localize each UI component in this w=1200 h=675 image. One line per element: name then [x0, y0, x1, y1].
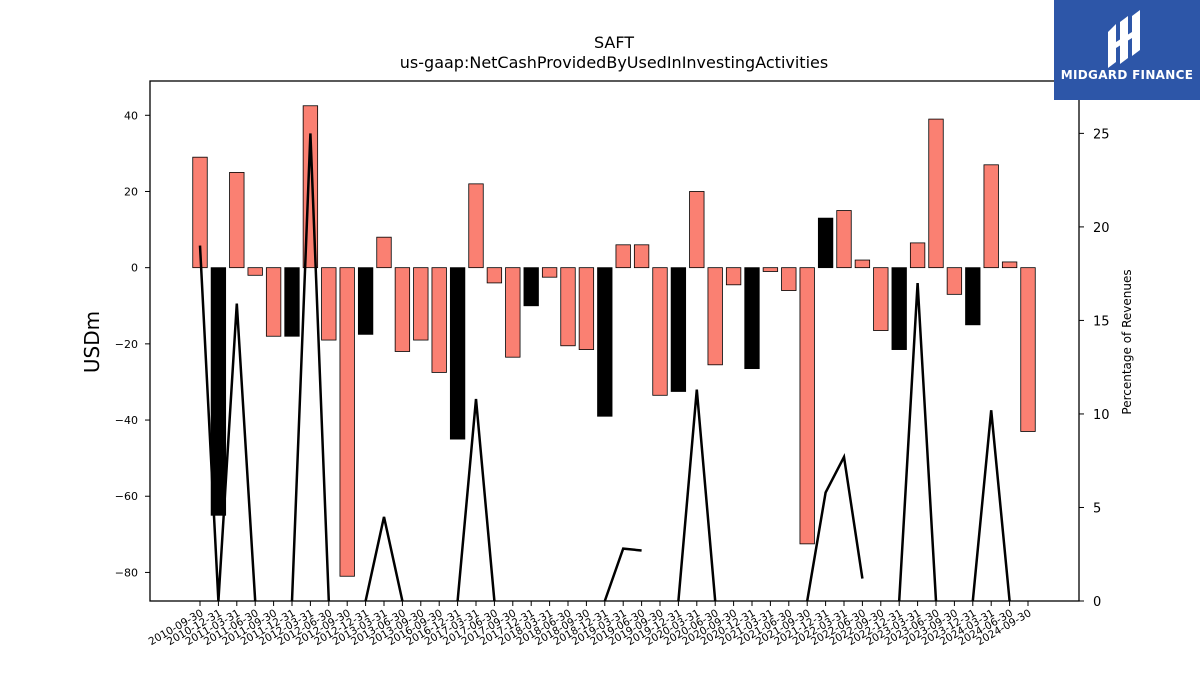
bar-2019-09-30	[652, 267, 668, 396]
y-tick-label: −60	[115, 490, 138, 503]
bar-2019-12-31	[670, 267, 687, 392]
bar-2024-06-30	[1001, 261, 1018, 269]
bar-2017-03-31	[468, 183, 484, 269]
bar-2018-09-30	[578, 267, 595, 350]
x-axis-ticks: 2010-09-302010-12-312011-03-312011-06-30…	[147, 601, 1034, 648]
bar-2020-06-30	[707, 267, 723, 366]
revenue-pct-line-segment	[971, 410, 1011, 602]
bar-2017-12-31	[523, 267, 539, 307]
bar-2021-09-30	[799, 267, 815, 545]
y2-tick-label: 15	[1093, 314, 1110, 329]
bar-2018-06-30	[560, 267, 576, 347]
bar-2024-03-31	[983, 164, 999, 269]
bar-2023-03-31	[909, 242, 926, 269]
bar-2021-03-31	[762, 267, 779, 272]
bar-2020-09-30	[725, 267, 742, 286]
y2-tick-label: 20	[1093, 221, 1110, 236]
y-axis-label: USDm	[80, 311, 104, 373]
bar-2023-06-30	[928, 118, 944, 269]
chart-subtitle: us-gaap:NetCashProvidedByUsedInInvesting…	[400, 53, 828, 72]
y2-tick-label: 25	[1093, 127, 1110, 142]
y2-tick-label: 0	[1093, 595, 1101, 610]
bar-2023-12-31	[965, 267, 981, 326]
y2-axis-ticks: 0 5 10 15 20 25	[1079, 127, 1110, 610]
bar-2019-06-30	[633, 244, 650, 269]
bar-2020-03-31	[689, 191, 705, 269]
revenue-pct-line-segment	[897, 282, 938, 602]
bar-2017-09-30	[505, 267, 521, 358]
bar-2013-03-31	[376, 236, 392, 269]
bar-2013-06-30	[394, 267, 411, 352]
chart-title: SAFT	[594, 33, 634, 52]
bar-2022-06-30	[854, 259, 871, 269]
bar-2012-09-30	[339, 267, 355, 577]
revenue-pct-line-segment	[805, 452, 864, 602]
bar-2020-12-31	[744, 267, 760, 370]
bar-2022-03-31	[836, 210, 852, 269]
bar-2019-03-31	[615, 244, 631, 269]
bar-2011-09-30	[265, 267, 282, 337]
midgard-finance-logo: MIDGARD FINANCE	[1054, 0, 1200, 100]
bar-2011-06-30	[247, 267, 263, 276]
midgard-logo-icon	[1108, 10, 1140, 68]
revenue-pct-line-segment	[290, 133, 331, 602]
bar-2016-09-30	[431, 267, 447, 373]
revenue-pct-line-segment	[603, 547, 642, 602]
y-tick-label: −20	[115, 338, 138, 351]
line-series	[198, 133, 1011, 602]
bar-2013-09-30	[413, 267, 429, 341]
bar-series	[192, 105, 1036, 577]
bar-2023-09-30	[946, 267, 963, 295]
y2-tick-label: 10	[1093, 408, 1110, 423]
y2-tick-label: 5	[1093, 501, 1101, 516]
y-tick-label: 0	[131, 262, 138, 275]
bar-2012-06-30	[321, 267, 337, 341]
revenue-pct-line-segment	[677, 389, 717, 602]
bar-2017-06-30	[486, 267, 503, 284]
bar-2011-03-31	[229, 172, 245, 269]
y2-axis-label: Percentage of Revenues	[1120, 269, 1134, 414]
bar-2012-12-31	[357, 267, 374, 335]
y-axis-ticks: 40 20 0 −20 −40 −60 −80	[115, 109, 150, 579]
bar-2024-09-30	[1020, 267, 1036, 432]
bar-2022-12-31	[891, 267, 907, 350]
y-tick-label: −40	[115, 414, 138, 427]
bar-2018-12-31	[597, 267, 613, 417]
y-tick-label: 40	[124, 109, 138, 122]
y-tick-label: 20	[124, 185, 138, 198]
plot-frame	[149, 80, 1080, 602]
logo-text: MIDGARD FINANCE	[1060, 68, 1194, 82]
bar-2011-12-31	[284, 267, 300, 337]
bar-2018-03-31	[541, 267, 558, 278]
revenue-pct-line-segment	[198, 245, 257, 602]
bar-2010-12-31	[210, 267, 227, 516]
bar-2021-06-30	[781, 267, 797, 291]
y-tick-label: −80	[115, 566, 138, 579]
bar-2016-12-31	[449, 267, 466, 440]
revenue-pct-line-segment	[364, 516, 404, 602]
bar-2021-12-31	[817, 217, 834, 269]
revenue-pct-line-segment	[456, 398, 496, 602]
bar-2022-09-30	[873, 267, 889, 331]
